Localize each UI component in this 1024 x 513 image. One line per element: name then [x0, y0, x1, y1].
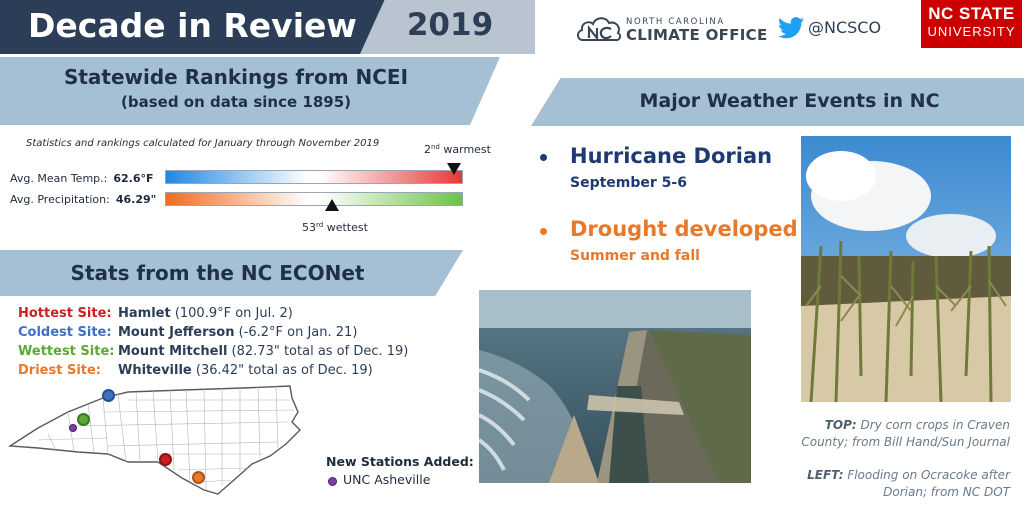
flooding-photo: [479, 290, 751, 483]
nc-county-map: [8, 385, 301, 495]
temp-ranking-bar: [165, 170, 463, 184]
twitter-handle: @NCSCO: [808, 18, 882, 37]
new-station-legend-dot: [328, 477, 337, 486]
top-caption-line1: TOP: Dry corn crops in Craven: [801, 417, 1010, 434]
site-label: Hottest Site:: [18, 306, 112, 321]
top-caption-label: TOP:: [824, 418, 857, 432]
precip-ranking-bar: [165, 192, 463, 206]
temp-label: Avg. Mean Temp.:: [10, 172, 108, 185]
precip-row-label: Avg. Precipitation: 46.29": [10, 193, 156, 206]
event-title-drought: Drought developed: [570, 217, 798, 241]
ncsu-logo-line2: UNIVERSITY: [927, 24, 1016, 39]
event-bullet: [540, 228, 547, 235]
ocracoke-flooding-image: [479, 290, 751, 483]
site-label: Coldest Site:: [18, 325, 112, 340]
new-stations-title: New Stations Added:: [326, 454, 474, 469]
year-label: 2019: [406, 7, 494, 43]
temp-rank-label: 2nd warmest: [424, 143, 491, 156]
left-caption-line1: LEFT: Flooding on Ocracoke after: [807, 467, 1010, 484]
top-photo-caption: TOP: Dry corn crops in Craven County; fr…: [801, 417, 1010, 451]
temp-rank-word: warmest: [439, 143, 491, 156]
site-row-driest: Driest Site: Whiteville (36.42" total as …: [18, 363, 373, 378]
event-bullet: [540, 154, 547, 161]
top-caption-text1: Dry corn crops in Craven: [856, 418, 1010, 432]
twitter-link[interactable]: @NCSCO: [778, 15, 888, 41]
wettest-site-marker: [77, 413, 90, 426]
site-name: Hamlet: [118, 306, 171, 321]
rankings-title: Statewide Rankings from NCEI: [63, 65, 409, 89]
year-banner: [360, 0, 535, 54]
site-name: Mount Mitchell: [118, 344, 228, 359]
events-banner: Major Weather Events in NC: [531, 78, 1024, 126]
left-caption-label: LEFT:: [807, 468, 844, 482]
rankings-banner: Statewide Rankings from NCEI (based on d…: [0, 57, 500, 125]
page-title: Decade in Review: [28, 6, 357, 45]
temp-rank-marker: [447, 163, 462, 175]
site-detail: (100.9°F on Jul. 2): [170, 306, 293, 321]
new-station-marker: [69, 424, 77, 432]
site-name: Whiteville: [118, 363, 192, 378]
coldest-site-marker: [102, 389, 115, 402]
precip-rank-suffix: rd: [316, 221, 324, 229]
drought-photo: [801, 136, 1011, 402]
site-detail: (82.73" total as of Dec. 19): [227, 344, 409, 359]
precip-value: 46.29": [115, 193, 157, 206]
site-label: Driest Site:: [18, 363, 102, 378]
left-caption-text1: Flooding on Ocracoke after: [843, 468, 1010, 482]
site-row-wettest: Wettest Site: Mount Mitchell (82.73" tota…: [18, 344, 408, 359]
logo-text-small: NORTH CAROLINA: [626, 17, 725, 27]
site-detail: (-6.2°F on Jan. 21): [234, 325, 358, 340]
ncsu-logo[interactable]: NC STATE UNIVERSITY: [921, 0, 1022, 48]
econet-title: Stats from the NC ECONet: [70, 261, 365, 285]
rankings-note: Statistics and rankings calculated for J…: [26, 138, 380, 149]
event-sub-drought: Summer and fall: [570, 248, 700, 264]
precip-rank-number: 53: [302, 221, 316, 234]
driest-site-marker: [192, 471, 205, 484]
econet-banner: Stats from the NC ECONet: [0, 250, 463, 296]
left-caption-text2: Dorian; from NC DOT: [883, 485, 1010, 499]
top-caption-text2: County; from Bill Hand/Sun Journal: [801, 435, 1010, 449]
precip-rank-word: wettest: [323, 221, 368, 234]
rankings-subtitle: (based on data since 1895): [121, 93, 351, 111]
logo-text-big: CLIMATE OFFICE: [626, 26, 768, 44]
site-row-hottest: Hottest Site: Hamlet (100.9°F on Jul. 2): [18, 306, 293, 321]
ncsu-logo-line1: NC STATE: [928, 4, 1015, 23]
site-label: Wettest Site:: [18, 344, 115, 359]
event-sub-dorian: September 5-6: [570, 175, 687, 191]
site-row-coldest: Coldest Site: Mount Jefferson (-6.2°F on …: [18, 325, 357, 340]
site-name: Mount Jefferson: [118, 325, 235, 340]
hottest-site-marker: [159, 453, 172, 466]
temp-rank-suffix: nd: [431, 143, 440, 151]
temp-rank-number: 2: [424, 143, 431, 156]
precip-label: Avg. Precipitation:: [10, 193, 110, 206]
cloud-icon: [577, 17, 622, 42]
twitter-bird-icon: [778, 17, 804, 39]
dry-corn-image: [801, 136, 1011, 402]
header-banner: [0, 0, 400, 54]
precip-rank-label: 53rd wettest: [302, 221, 368, 234]
event-title-dorian: Hurricane Dorian: [570, 144, 773, 168]
temp-row-label: Avg. Mean Temp.: 62.6°F: [10, 172, 154, 185]
temp-value: 62.6°F: [113, 172, 154, 185]
events-title: Major Weather Events in NC: [639, 90, 940, 112]
precip-rank-marker: [324, 199, 339, 211]
left-photo-caption: LEFT: Flooding on Ocracoke after Dorian;…: [807, 467, 1010, 501]
climate-office-logo[interactable]: NORTH CAROLINA CLIMATE OFFICE: [575, 14, 767, 44]
site-detail: (36.42" total as of Dec. 19): [191, 363, 373, 378]
new-station-name: UNC Asheville: [343, 472, 431, 487]
